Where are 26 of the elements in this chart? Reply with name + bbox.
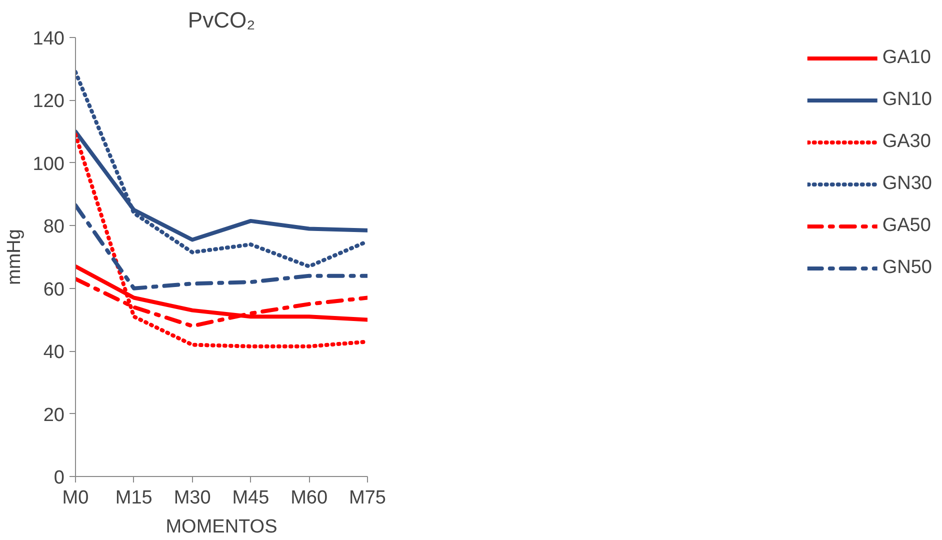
y-tick-label: 0 <box>54 468 65 488</box>
y-tick-label: 40 <box>43 342 65 364</box>
x-tick-label: M75 <box>349 488 386 508</box>
y-tick-label: 100 <box>32 154 64 175</box>
chart-title: PvCO₂ <box>188 8 256 32</box>
legend-label: GA50 <box>882 215 931 237</box>
line-series <box>76 132 368 348</box>
legend-label: GA10 <box>882 47 931 69</box>
y-tick-label: 20 <box>43 404 65 426</box>
x-tick-label: M30 <box>174 488 211 508</box>
y-tick-label: 120 <box>32 91 64 112</box>
line-series <box>76 203 368 290</box>
y-tick-label: 80 <box>43 216 65 238</box>
legend-label: GA30 <box>882 131 931 153</box>
x-tick-label: M60 <box>290 488 328 508</box>
x-axis-title: MOMENTOS <box>166 516 278 538</box>
y-tick-label: 140 <box>32 28 64 50</box>
x-tick-label: M15 <box>115 488 152 508</box>
line-series <box>76 70 368 268</box>
y-axis-title: mmHg <box>4 229 25 285</box>
legend-label: GN50 <box>882 257 932 279</box>
legend-label: GN30 <box>882 173 932 195</box>
legend-label: GN10 <box>882 89 932 111</box>
y-tick-label: 60 <box>43 279 65 300</box>
x-tick-label: M45 <box>232 488 270 508</box>
x-tick-label: M0 <box>62 488 89 508</box>
